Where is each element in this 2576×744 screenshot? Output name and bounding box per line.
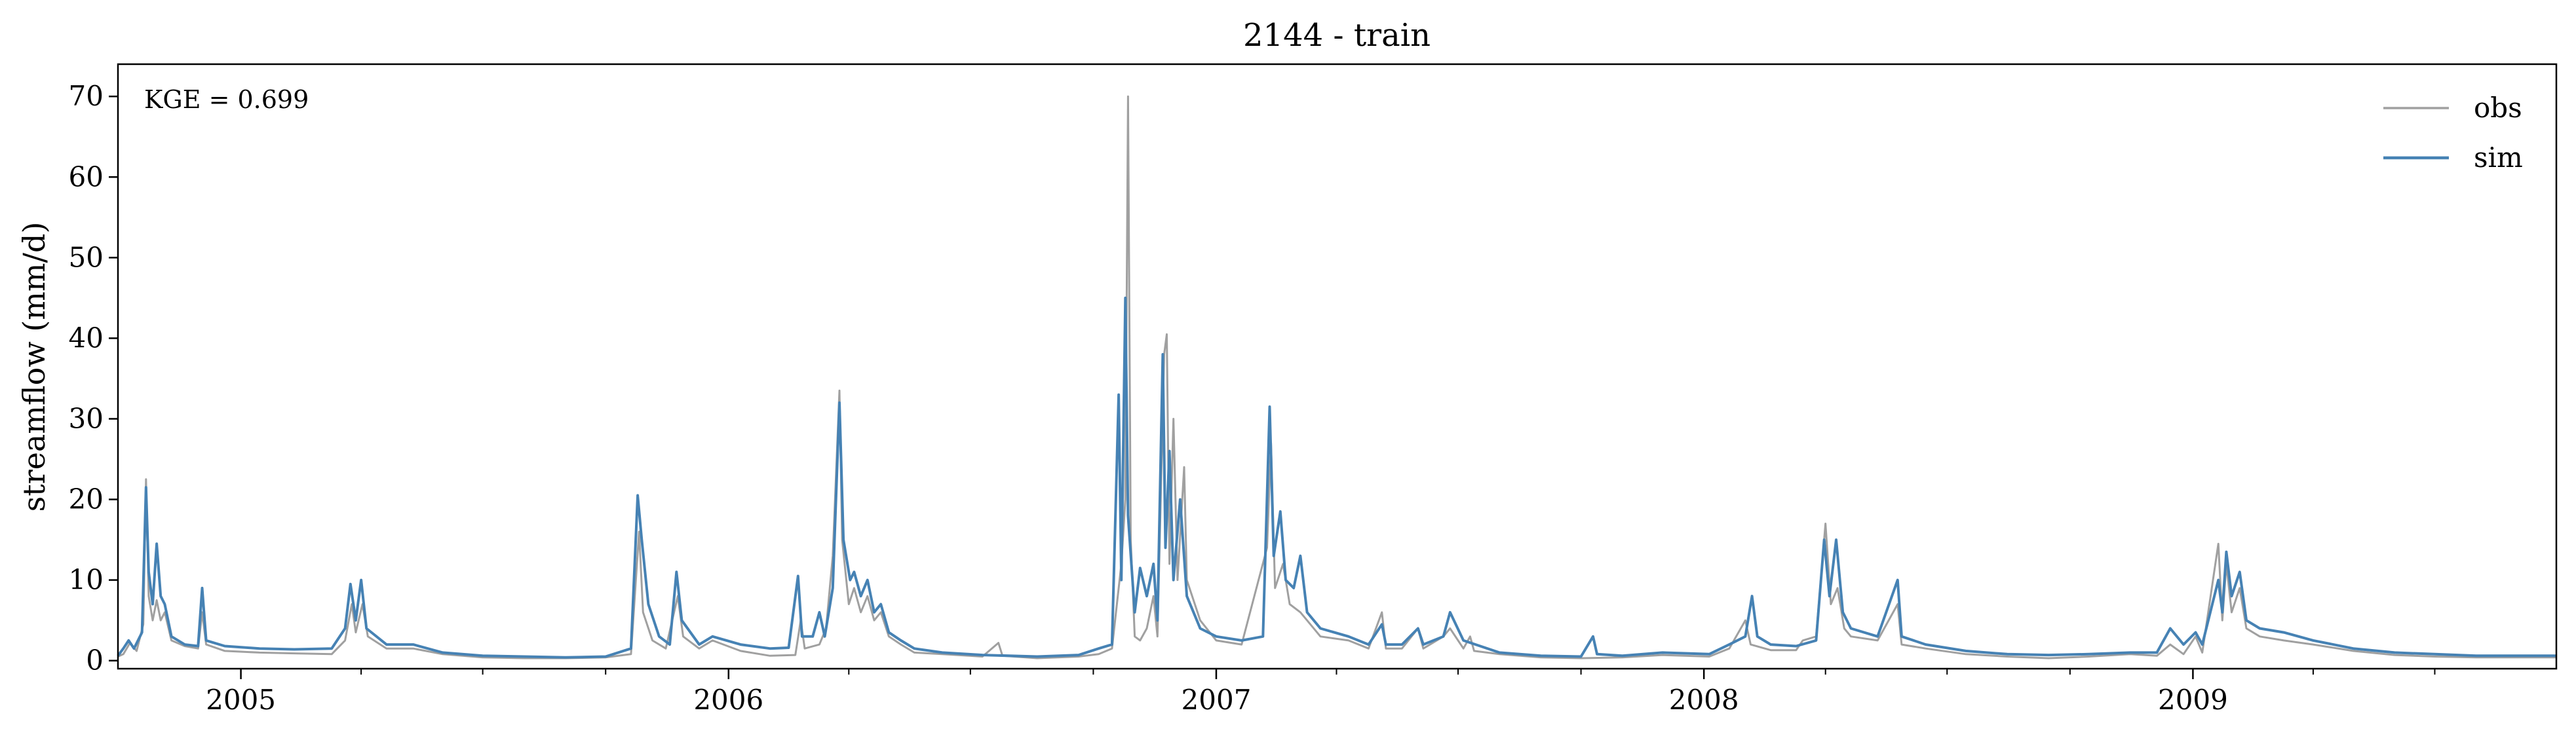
y-tick-label: 70 bbox=[69, 80, 104, 112]
x-axis: 2005 2006 2007 2008 2009 bbox=[206, 669, 2436, 716]
y-tick-label: 0 bbox=[86, 644, 104, 677]
y-tick-label: 10 bbox=[69, 564, 104, 596]
x-tick-label: 2005 bbox=[206, 684, 276, 716]
y-axis-label: streamflow (mm/d) bbox=[16, 222, 52, 512]
legend-obs-label: obs bbox=[2474, 92, 2522, 124]
x-tick-label: 2007 bbox=[1182, 684, 1252, 716]
x-tick-label: 2008 bbox=[1669, 684, 1739, 716]
legend-sim-label: sim bbox=[2474, 141, 2523, 174]
x-tick-label: 2009 bbox=[2158, 684, 2228, 716]
series-layer bbox=[117, 95, 2556, 660]
y-tick-label: 20 bbox=[69, 483, 104, 515]
x-tick-label: 2006 bbox=[693, 684, 763, 716]
kge-annotation: KGE = 0.699 bbox=[144, 85, 309, 114]
y-axis: 0 10 20 30 40 50 60 70 bbox=[69, 80, 118, 677]
plot-area-frame bbox=[117, 63, 2558, 670]
y-tick-label: 60 bbox=[69, 160, 104, 193]
series-line-obs bbox=[117, 95, 2556, 660]
series-line-sim bbox=[117, 296, 2556, 659]
y-tick-label: 50 bbox=[69, 241, 104, 273]
legend: obs sim bbox=[2383, 92, 2523, 174]
chart-title: 2144 - train bbox=[1243, 17, 1431, 54]
y-tick-label: 40 bbox=[69, 322, 104, 354]
y-tick-label: 30 bbox=[69, 402, 104, 434]
